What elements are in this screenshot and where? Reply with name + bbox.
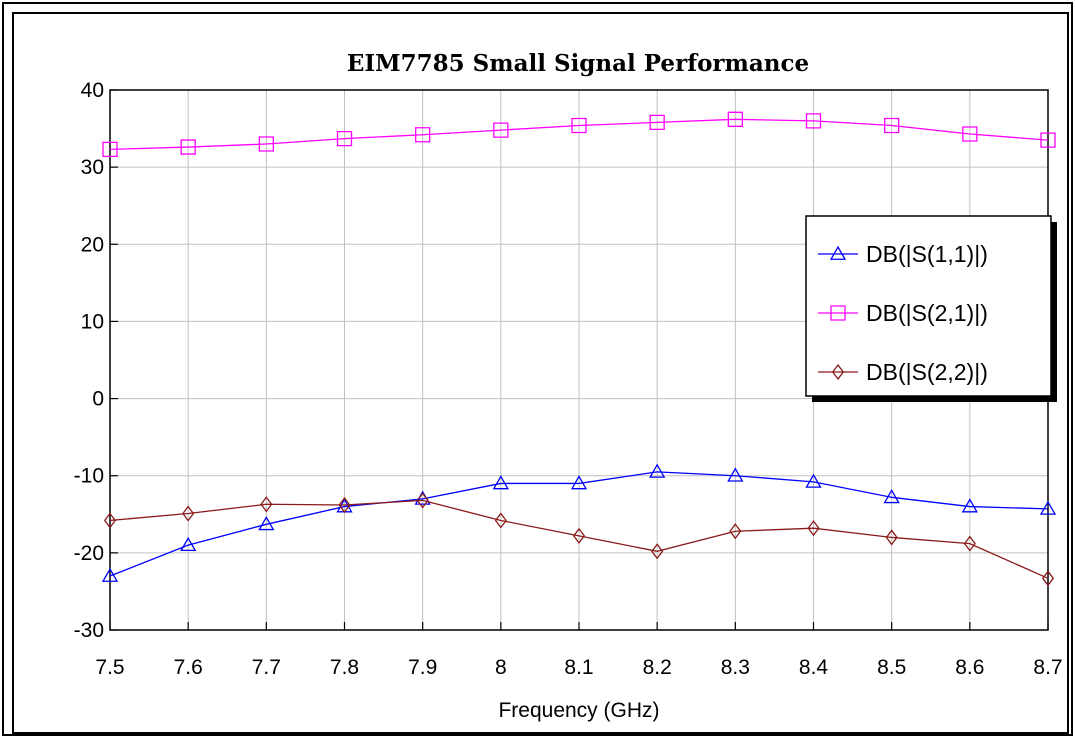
data-point-square (493, 122, 509, 138)
series-3 (103, 492, 1055, 587)
x-tick-label: 8.7 (1033, 656, 1062, 679)
data-point-square (1040, 132, 1056, 148)
legend-entry: DB(|S(1,1)|) (818, 241, 988, 267)
data-point-square (571, 117, 587, 134)
data-point-triangle (727, 467, 744, 482)
x-tick-label: 7.6 (174, 656, 203, 679)
y-tick-label: 40 (81, 79, 104, 102)
x-tick-label: 8 (495, 656, 507, 679)
series-2 (102, 111, 1056, 158)
legend-box (805, 215, 1052, 397)
data-point-triangle (649, 463, 666, 478)
legend-label: DB(|S(2,2)|) (866, 359, 988, 385)
data-point-square (258, 136, 274, 152)
x-tick-label: 7.7 (252, 656, 281, 679)
data-point-diamond (260, 496, 273, 513)
data-point-square (649, 114, 665, 131)
chart-inner-frame (12, 12, 1069, 734)
legend-entry: DB(|S(2,1)|) (818, 300, 988, 326)
x-tick-label: 8.5 (877, 656, 906, 679)
data-point-diamond (182, 505, 195, 522)
data-point-square (102, 141, 118, 158)
series-line (109, 471, 1049, 577)
data-point-diamond (963, 535, 976, 552)
data-point-diamond (1041, 570, 1055, 587)
chart-title: EIM7785 Small Signal Performance (347, 50, 809, 77)
x-tick-label: 8.6 (955, 656, 984, 679)
data-point-square (962, 126, 978, 142)
data-point-triangle (570, 475, 588, 490)
data-point-diamond (416, 492, 429, 509)
series-line (109, 499, 1049, 579)
y-tick-label: 0 (92, 388, 104, 411)
x-tick-label: 7.8 (330, 656, 359, 679)
data-point-diamond (103, 512, 117, 529)
legend-entry: DB(|S(2,2)|) (818, 359, 988, 385)
data-point-triangle (883, 489, 900, 504)
data-point-diamond (831, 363, 845, 381)
data-point-diamond (651, 543, 664, 560)
data-point-triangle (492, 475, 509, 490)
x-tick-label: 8.1 (564, 656, 593, 679)
y-tick-label: -10 (74, 465, 104, 488)
x-axis-ticks: 7.5 7.6 7.7 7.8 7.9 8 8.1 8.2 8.3 8.4 8.5 8.6 8.7 (95, 622, 1063, 679)
legend: DB(|S(1,1)|) DB(|S(2,1)|) DB(|S(2,2)|) (805, 215, 1057, 402)
legend-label: DB(|S(1,1)|) (866, 241, 988, 267)
data-point-square (415, 127, 431, 143)
data-point-square (727, 111, 743, 127)
legend-label: DB(|S(2,1)|) (866, 300, 988, 326)
data-point-diamond (885, 529, 898, 546)
data-point-diamond (729, 523, 742, 540)
y-axis-ticks: 40 30 20 10 0 -10 -20 -30 (74, 79, 118, 642)
x-axis-label: Frequency (GHz) (498, 699, 659, 722)
data-point-triangle (258, 516, 275, 531)
x-tick-label: 8.3 (721, 656, 750, 679)
data-point-square (336, 130, 353, 147)
data-point-diamond (494, 512, 507, 529)
x-tick-label: 7.5 (95, 656, 124, 679)
y-tick-label: 30 (81, 156, 104, 179)
data-point-triangle (829, 245, 847, 260)
x-tick-label: 8.4 (799, 656, 829, 679)
series-line (109, 118, 1049, 151)
y-tick-label: -30 (74, 619, 104, 642)
x-tick-label: 7.9 (408, 656, 437, 679)
data-point-triangle (1039, 500, 1057, 515)
data-point-triangle (180, 536, 197, 552)
series-group (101, 111, 1057, 587)
data-point-diamond (807, 520, 820, 537)
data-point-triangle (961, 498, 978, 513)
data-point-square (180, 139, 196, 155)
y-tick-label: 20 (81, 233, 104, 256)
data-point-square (830, 305, 846, 321)
y-tick-label: 10 (81, 310, 104, 333)
data-point-diamond (338, 496, 351, 514)
data-point-triangle (101, 567, 119, 582)
y-tick-label: -20 (74, 542, 104, 565)
x-tick-label: 8.2 (643, 656, 672, 679)
data-point-square (805, 113, 822, 129)
data-point-triangle (805, 473, 822, 488)
data-point-square (884, 117, 900, 134)
data-point-diamond (572, 527, 586, 544)
